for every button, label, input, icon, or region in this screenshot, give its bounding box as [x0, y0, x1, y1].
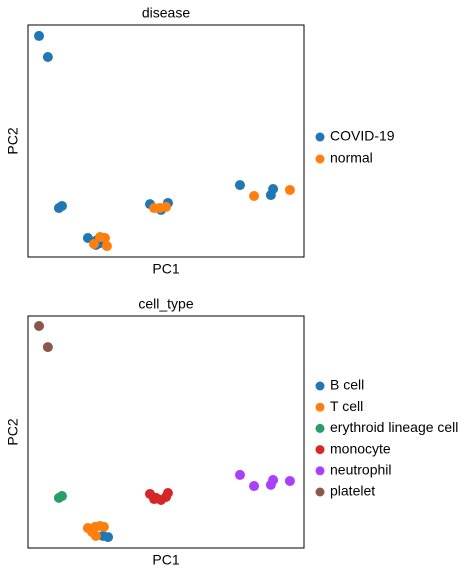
data-point — [268, 184, 279, 195]
data-point — [42, 52, 53, 63]
chart-title: disease — [142, 5, 190, 21]
legend-marker — [315, 487, 325, 497]
data-point — [234, 180, 245, 191]
legend-marker — [315, 466, 325, 476]
data-point — [101, 241, 112, 252]
data-point — [249, 481, 260, 492]
data-point — [88, 239, 99, 250]
y-axis-label: PC2 — [5, 418, 21, 445]
legend-label: B cell — [330, 377, 364, 393]
data-point — [98, 521, 109, 532]
data-point — [56, 491, 67, 502]
legend-label: erythroid lineage cell — [330, 419, 458, 435]
legend-marker — [315, 445, 325, 455]
x-axis-label: PC1 — [152, 261, 179, 277]
data-point — [249, 190, 260, 201]
plot-frame — [27, 315, 305, 549]
legend-marker — [315, 132, 325, 142]
data-point — [284, 475, 295, 486]
data-point — [103, 532, 114, 543]
legend-marker — [315, 154, 325, 164]
data-point — [161, 201, 171, 212]
plot-frame — [27, 24, 305, 258]
chart-title: cell_type — [138, 296, 193, 312]
data-point — [87, 526, 98, 537]
data-point — [34, 30, 45, 41]
legend-marker — [315, 423, 325, 433]
data-point — [82, 232, 93, 243]
data-point — [42, 342, 53, 353]
legend-label: normal — [330, 150, 373, 166]
legend-marker — [315, 402, 325, 412]
data-point — [161, 491, 171, 502]
data-point — [268, 475, 279, 486]
data-point — [34, 320, 45, 331]
data-point — [284, 184, 295, 195]
y-axis-label: PC2 — [5, 127, 21, 154]
legend-label: T cell — [330, 398, 363, 414]
data-point — [234, 469, 245, 480]
data-point — [149, 494, 160, 505]
legend-label: platelet — [330, 483, 375, 499]
data-point — [100, 232, 111, 243]
legend-label: COVID-19 — [330, 128, 395, 144]
legend-marker — [315, 381, 325, 391]
legend-label: monocyte — [330, 440, 391, 456]
data-point — [56, 200, 67, 211]
x-axis-label: PC1 — [152, 552, 179, 568]
legend-label: neutrophil — [330, 462, 392, 478]
